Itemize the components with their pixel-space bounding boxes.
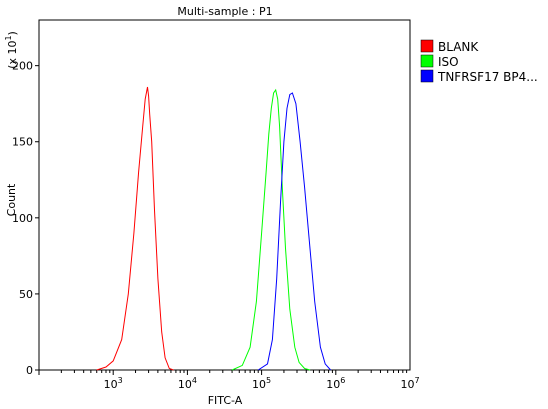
y-tick-label: 100: [12, 212, 33, 225]
chart-title: Multi-sample : P1: [177, 5, 272, 18]
legend-swatch: [420, 39, 434, 53]
series-line: [257, 92, 331, 371]
y-axis-title: Count: [5, 183, 18, 216]
x-axis-ticks: 103 104 105 106 107: [38, 370, 420, 391]
y-multiplier-label: (x 101): [4, 31, 19, 69]
x-tick-label: 106: [326, 376, 345, 391]
y-tick-label: 150: [12, 136, 33, 149]
x-tick-label: 103: [104, 376, 123, 391]
plot-frame: [38, 19, 411, 371]
legend-label: TNFRSF17 BP4...: [437, 70, 538, 84]
legend-swatch: [420, 54, 434, 68]
legend-label: ISO: [438, 55, 459, 69]
x-axis-title: FITC-A: [208, 394, 243, 407]
x-tick-label: 104: [178, 376, 197, 391]
y-tick-label: 200: [12, 60, 33, 73]
series-line: [231, 88, 311, 371]
y-tick-label: 50: [19, 288, 33, 301]
y-axis-ticks: 0 50 100 150 200: [12, 60, 39, 377]
x-tick-label: 105: [252, 376, 271, 391]
x-tick-label: 107: [400, 376, 419, 391]
legend-swatch: [420, 69, 434, 83]
series-layer: [96, 86, 331, 371]
legend-label: BLANK: [438, 40, 479, 54]
y-tick-label: 0: [26, 364, 33, 377]
series-line: [96, 86, 174, 371]
